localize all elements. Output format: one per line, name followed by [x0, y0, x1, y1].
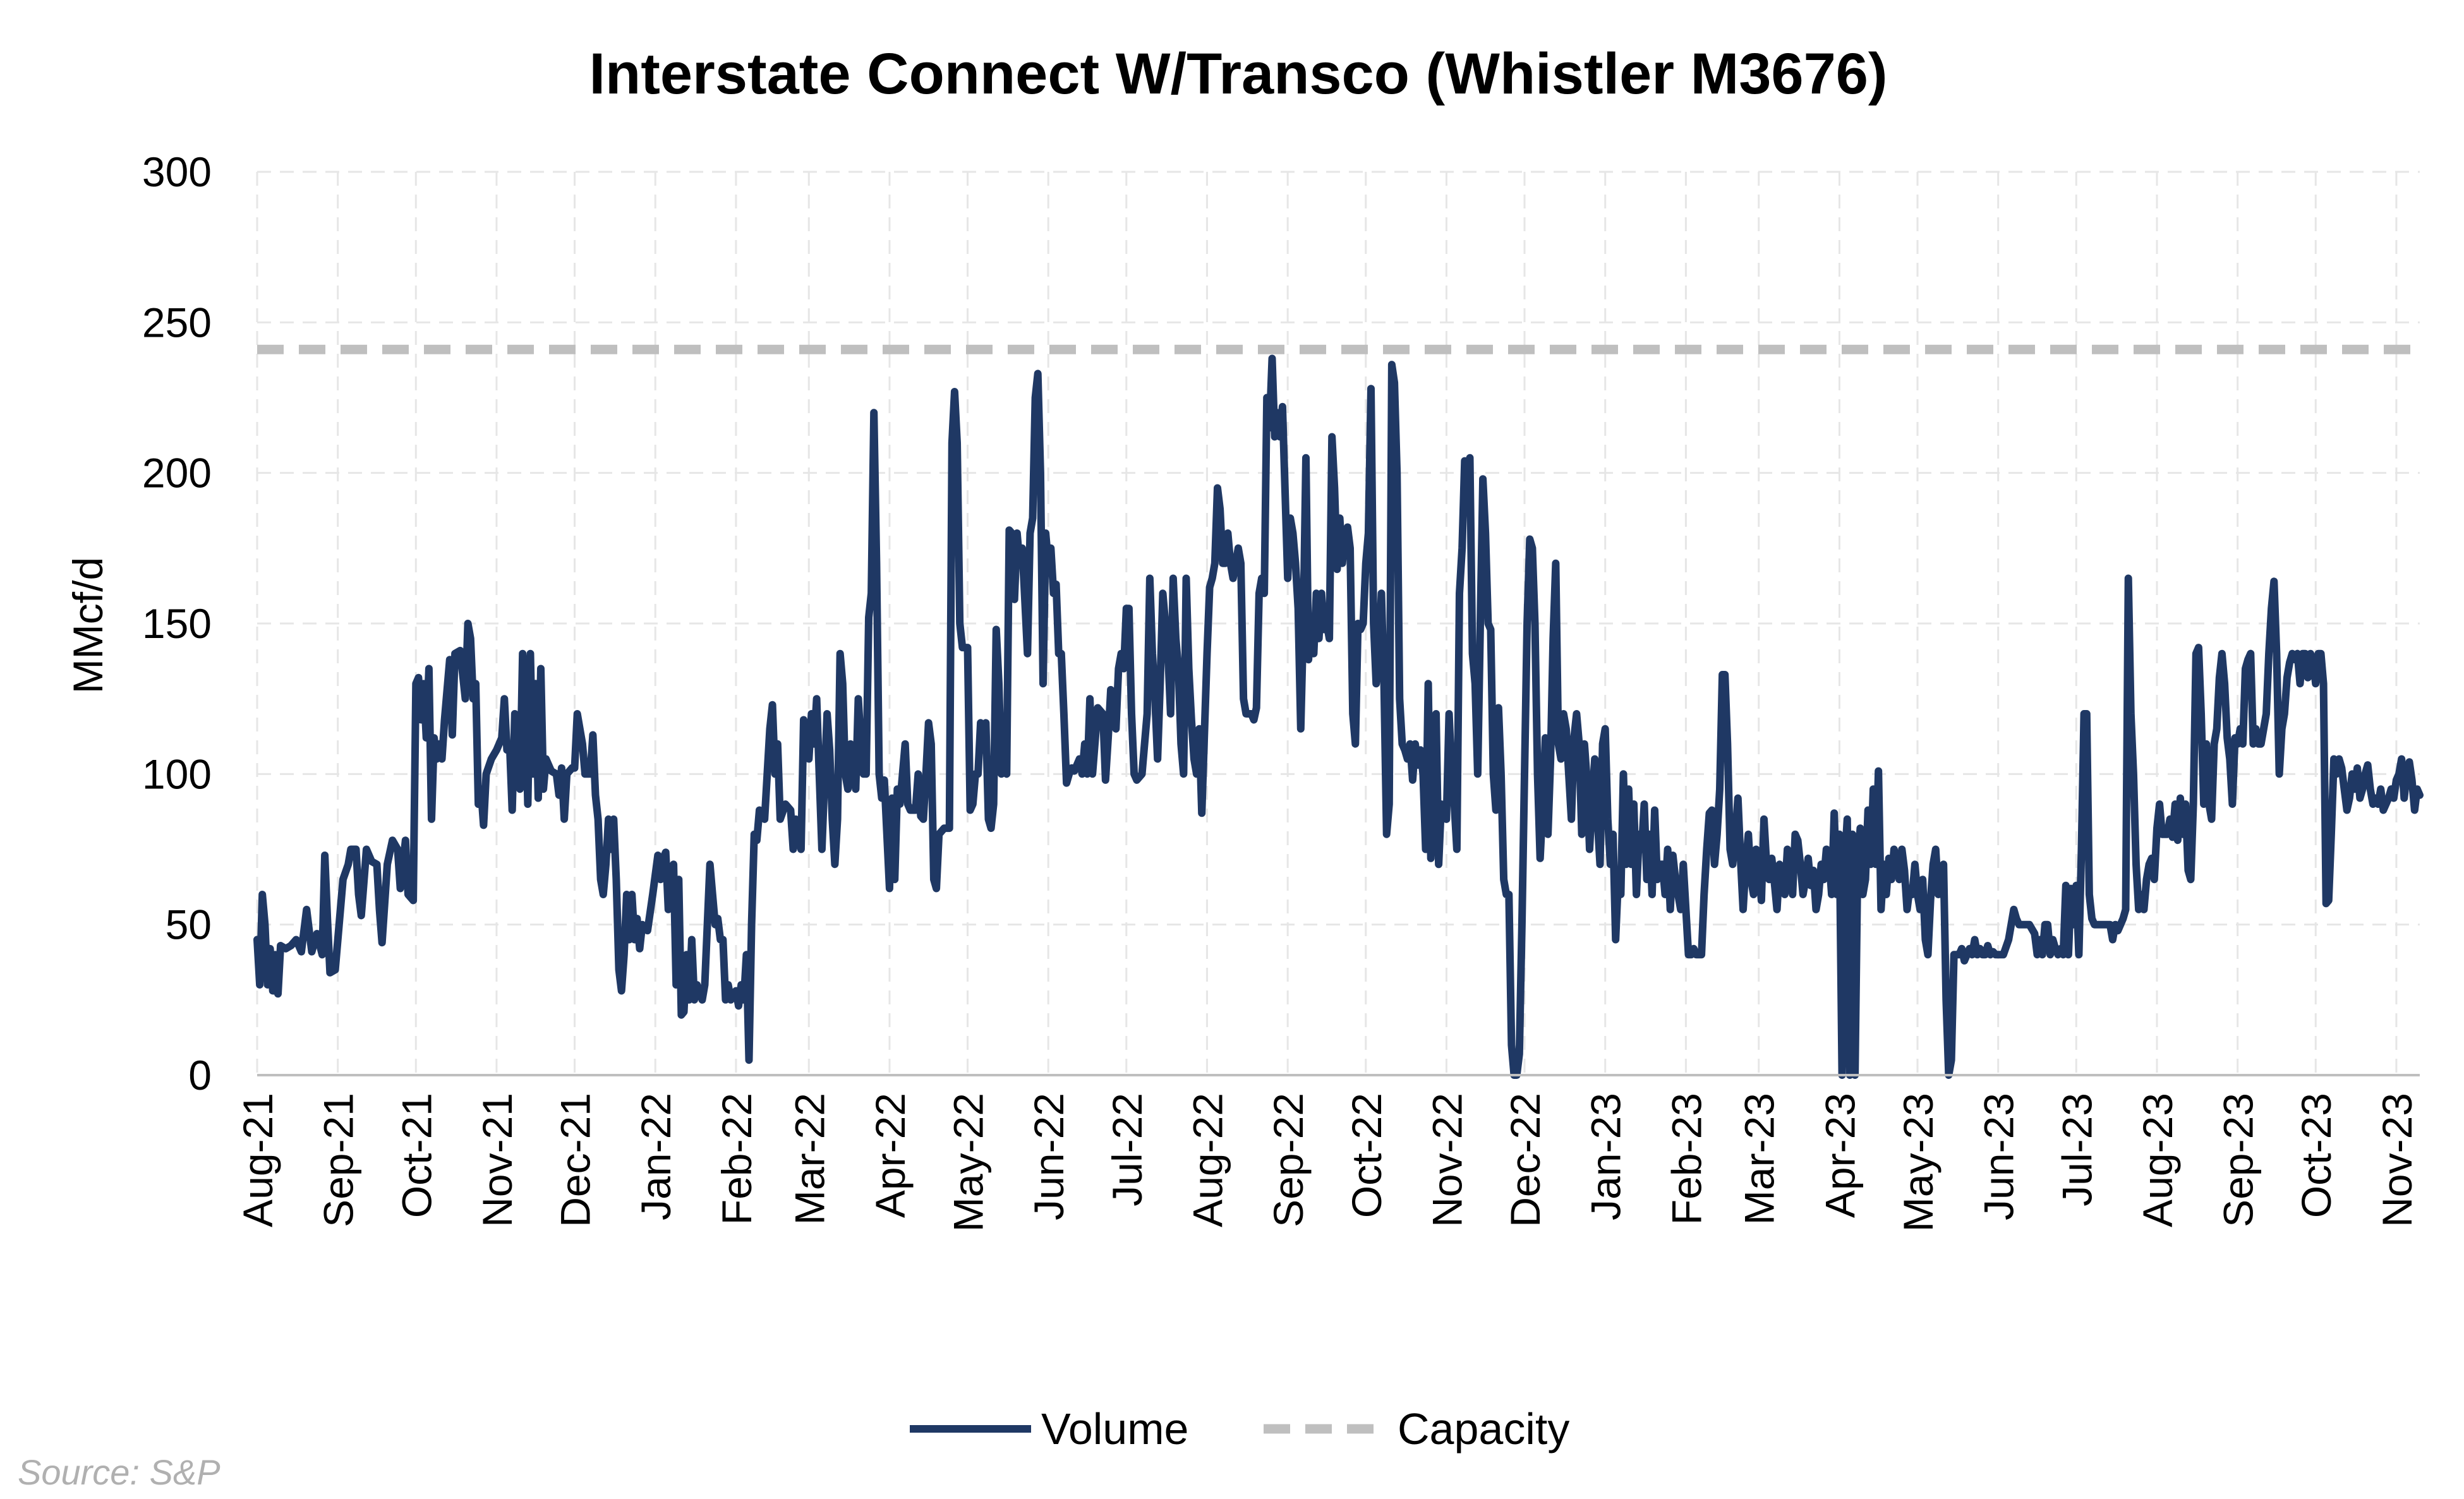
x-tick-label: Apr-22	[867, 1093, 914, 1218]
source-note: Source: S&P	[18, 1452, 220, 1492]
x-tick-label: Sep-22	[1265, 1093, 1312, 1227]
x-tick-label: Feb-23	[1663, 1093, 1710, 1225]
x-tick-label: Sep-21	[315, 1093, 362, 1227]
x-tick-label: Dec-22	[1502, 1093, 1549, 1227]
y-tick-label: 150	[142, 600, 212, 647]
y-axis-ticks: 0 50 100 150 200 250 300	[142, 148, 212, 1099]
x-tick-label: Jun-22	[1025, 1093, 1072, 1220]
x-tick-label: Aug-22	[1184, 1093, 1231, 1227]
x-tick-label: May-23	[1895, 1093, 1942, 1232]
x-tick-label: Jul-23	[2053, 1093, 2100, 1207]
y-tick-label: 200	[142, 450, 212, 497]
x-tick-label: Nov-22	[1423, 1093, 1470, 1227]
x-tick-label: Jul-22	[1104, 1093, 1150, 1207]
x-axis-ticks: Aug-21 Sep-21 Oct-21 Nov-21 Dec-21 Jan-22 Feb-…	[234, 1093, 2420, 1232]
x-tick-label: Aug-21	[234, 1093, 281, 1227]
y-tick-label: 250	[142, 299, 212, 346]
x-tick-label: May-22	[945, 1093, 992, 1232]
series-layer	[253, 344, 2424, 1079]
y-axis-label: MMcf/d	[64, 557, 111, 694]
x-tick-label: Mar-22	[786, 1093, 833, 1225]
legend-label-volume: Volume	[1041, 1404, 1188, 1454]
x-tick-label: Nov-23	[2374, 1093, 2420, 1227]
x-tick-label: Oct-23	[2293, 1093, 2340, 1218]
x-tick-label: Sep-23	[2215, 1093, 2262, 1227]
y-tick-label: 300	[142, 148, 212, 195]
legend-label-capacity: Capacity	[1398, 1404, 1569, 1454]
x-tick-label: Jan-23	[1583, 1093, 1629, 1220]
x-tick-label: Oct-22	[1343, 1093, 1390, 1218]
x-tick-label: Dec-21	[552, 1093, 599, 1227]
y-tick-label: 100	[142, 750, 212, 797]
y-tick-label: 50	[166, 901, 212, 948]
x-tick-label: Nov-21	[474, 1093, 521, 1227]
x-tick-label: Apr-23	[1816, 1093, 1863, 1218]
x-tick-label: Feb-22	[713, 1093, 760, 1225]
x-tick-label: Aug-23	[2134, 1093, 2181, 1227]
x-tick-label: Jan-22	[632, 1093, 679, 1220]
x-tick-label: Jun-23	[1976, 1093, 2022, 1220]
chart-title: Interstate Connect W/Transco (Whistler M…	[589, 42, 1887, 106]
x-tick-label: Mar-23	[1736, 1093, 1783, 1225]
x-tick-label: Oct-21	[393, 1093, 440, 1218]
volume-series-line	[253, 354, 2424, 1079]
y-tick-label: 0	[188, 1052, 212, 1099]
legend: Volume Capacity	[910, 1404, 1569, 1454]
